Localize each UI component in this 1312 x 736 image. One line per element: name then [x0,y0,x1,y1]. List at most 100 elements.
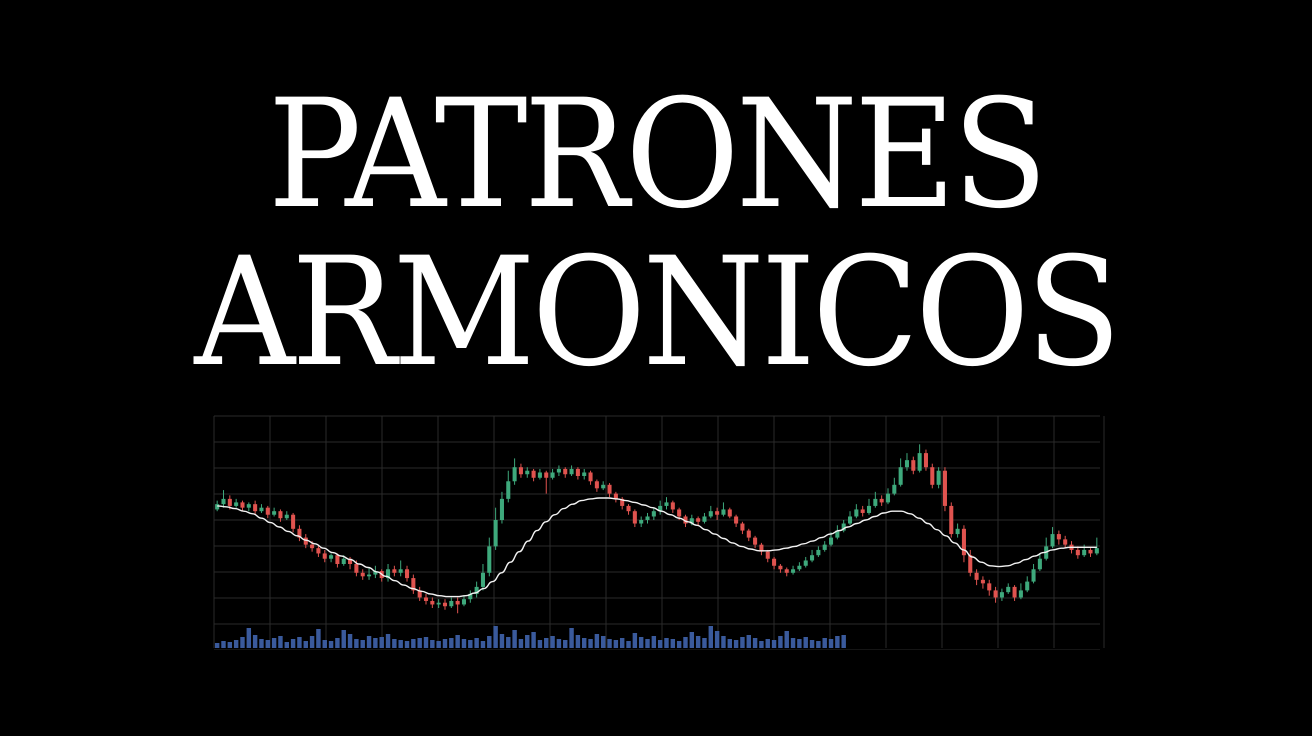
volume-bar [430,640,435,648]
candle-up [955,528,960,535]
candle-down [360,572,365,577]
candle-up [1094,548,1099,554]
volume-bar [335,638,340,648]
volume-bar [322,640,327,648]
volume-bar [607,639,612,648]
candle-up [259,507,264,512]
candle-up [1082,549,1087,556]
volume-bar [493,626,498,648]
candle-down [974,572,979,580]
candle-up [917,453,922,471]
volume-bar [594,634,600,648]
candle-down [759,544,764,552]
candle-down [993,590,998,598]
candle-up [822,544,827,550]
volume-bar [506,637,511,648]
volume-bar [797,639,802,648]
candle-down [930,467,935,485]
candlestick-chart [213,415,1105,650]
candle-down [1056,534,1061,540]
volume-bar [284,642,289,648]
volume-bar [759,641,764,648]
candle-up [904,460,910,468]
candle-down [987,583,992,591]
candle-up [854,509,859,517]
volume-bar [303,641,308,648]
candle-up [892,484,897,494]
candle-up [1006,586,1011,593]
candle-down [715,511,720,515]
chart-grid [213,415,1105,650]
volume-bar [404,641,410,648]
volume-bar [227,642,233,648]
candle-up [474,586,479,594]
candle-up [658,505,663,512]
candle-up [461,599,467,605]
volume-bar [316,629,321,648]
candle-up [246,504,251,508]
volume-bar [626,641,631,648]
candle-down [1063,539,1068,545]
candle-down [753,537,758,545]
candle-up [866,505,872,513]
volume-bar [537,640,543,648]
candle-down [961,528,966,556]
candle-down [518,467,523,475]
candle-up [816,549,821,556]
candle-down [923,453,928,468]
volume-bar [297,637,302,648]
candle-up [221,498,226,505]
volume-bar [619,638,625,648]
volume-bar [613,640,619,648]
candle-up [898,467,903,485]
candle-down [322,553,327,559]
candle-up [493,520,498,547]
volume-bar [600,636,606,648]
candle-down [404,569,410,579]
candle-up [436,602,441,605]
candle-down [949,505,954,535]
candle-down [442,602,448,607]
candle-down [670,502,675,510]
volume-bar [392,639,397,648]
volume-bar [309,636,315,648]
volume-bar [417,638,422,648]
candle-up [512,467,517,482]
candle-down [778,565,783,570]
candle-up [1037,558,1042,570]
volume-bar [575,635,581,648]
candle-down [303,537,308,545]
candle-up [829,537,834,545]
candle-up [449,600,454,607]
candle-up [234,502,239,506]
candle-down [765,551,770,559]
candle-down [588,472,593,482]
candle-up [284,514,289,519]
volume-bar [657,640,663,648]
candle-up [645,516,650,520]
volume-bar [259,639,264,648]
candle-down [392,569,397,573]
volume-bar [487,636,492,648]
volume-bar [354,639,359,648]
volume-bar [436,641,441,648]
volume-bar [442,639,448,648]
candle-down [348,558,353,564]
candle-up [873,498,878,506]
volume-bar [746,635,751,648]
volume-bar [676,641,682,648]
volume-bar [480,641,486,648]
candle-up [556,468,561,473]
volume-bar [240,637,245,648]
volume-bar [822,638,827,648]
volume-bar [341,630,346,648]
candle-down [594,481,599,489]
candle-down [942,470,947,506]
volume-bar [499,634,505,648]
volume-bar [651,636,657,648]
volume-bar [347,634,353,648]
candle-up [506,481,511,499]
volume-bar [563,640,568,648]
volume-bar [360,640,365,648]
volume-bar [638,637,644,648]
